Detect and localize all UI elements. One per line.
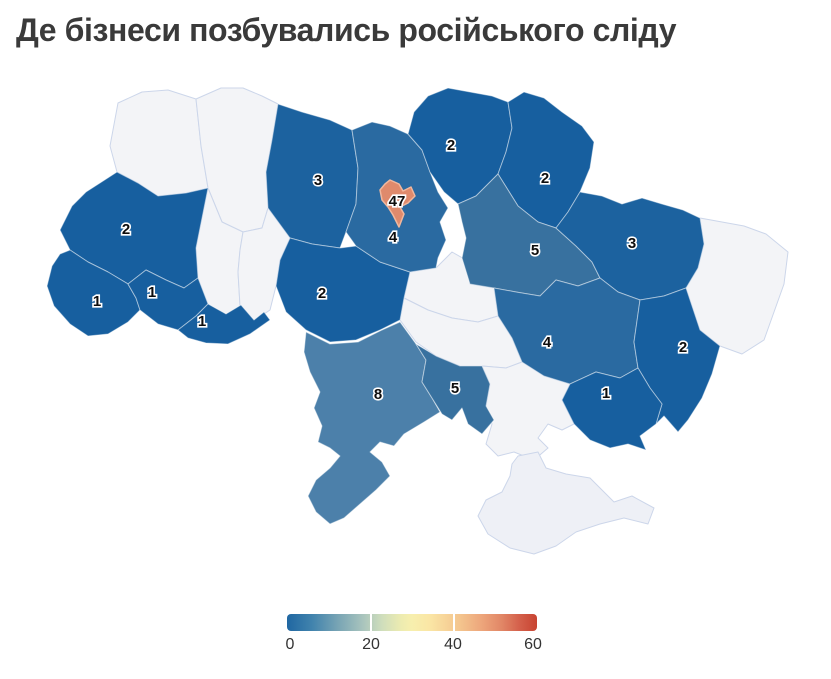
region-zhytomyr[interactable] [265,103,359,249]
legend-tick-40 [453,614,455,631]
region-crimea[interactable] [477,451,655,555]
legend-label-60: 60 [524,636,542,653]
region-zaporizhzhia[interactable] [561,367,663,451]
region-label-vinnytsia: 2 [318,285,326,302]
region-label-kyiv-oblast: 4 [389,229,398,246]
region-label-poltava: 5 [531,242,539,259]
page-title: Де бізнеси позбувались російського сліду [16,12,677,48]
region-label-dnipropetrovsk: 4 [543,334,552,351]
region-label-kyiv-city: 47 [389,193,406,210]
legend-tick-20 [370,614,372,631]
region-label-donetsk: 2 [679,339,687,356]
region-label-zakarpattia: 1 [93,293,101,310]
region-label-zaporizhzhia: 1 [602,385,610,402]
color-scale-bar [287,614,537,631]
region-chernivtsi[interactable] [177,303,271,345]
region-kyiv-city[interactable] [379,179,416,228]
region-mykolaiv[interactable] [415,343,495,435]
region-vinnytsia[interactable] [275,237,411,343]
region-label-lviv: 2 [122,221,130,238]
region-zakarpattia[interactable] [46,249,141,337]
region-label-sumy: 2 [541,170,549,187]
region-label-chernivtsi: 1 [198,313,206,330]
region-label-zhytomyr: 3 [314,172,322,189]
region-label-kharkiv: 3 [628,235,636,252]
region-label-chernihiv: 2 [447,137,455,154]
region-khmelnytskyi[interactable] [237,207,291,323]
region-label-odesa: 8 [374,386,382,403]
region-label-ivano-frankivsk: 1 [148,284,156,301]
region-odesa[interactable] [303,321,441,525]
region-label-mykolaiv: 5 [451,380,459,397]
legend-label-40: 40 [444,636,462,653]
legend-label-20: 20 [362,636,380,653]
legend-label-0: 0 [285,636,295,653]
